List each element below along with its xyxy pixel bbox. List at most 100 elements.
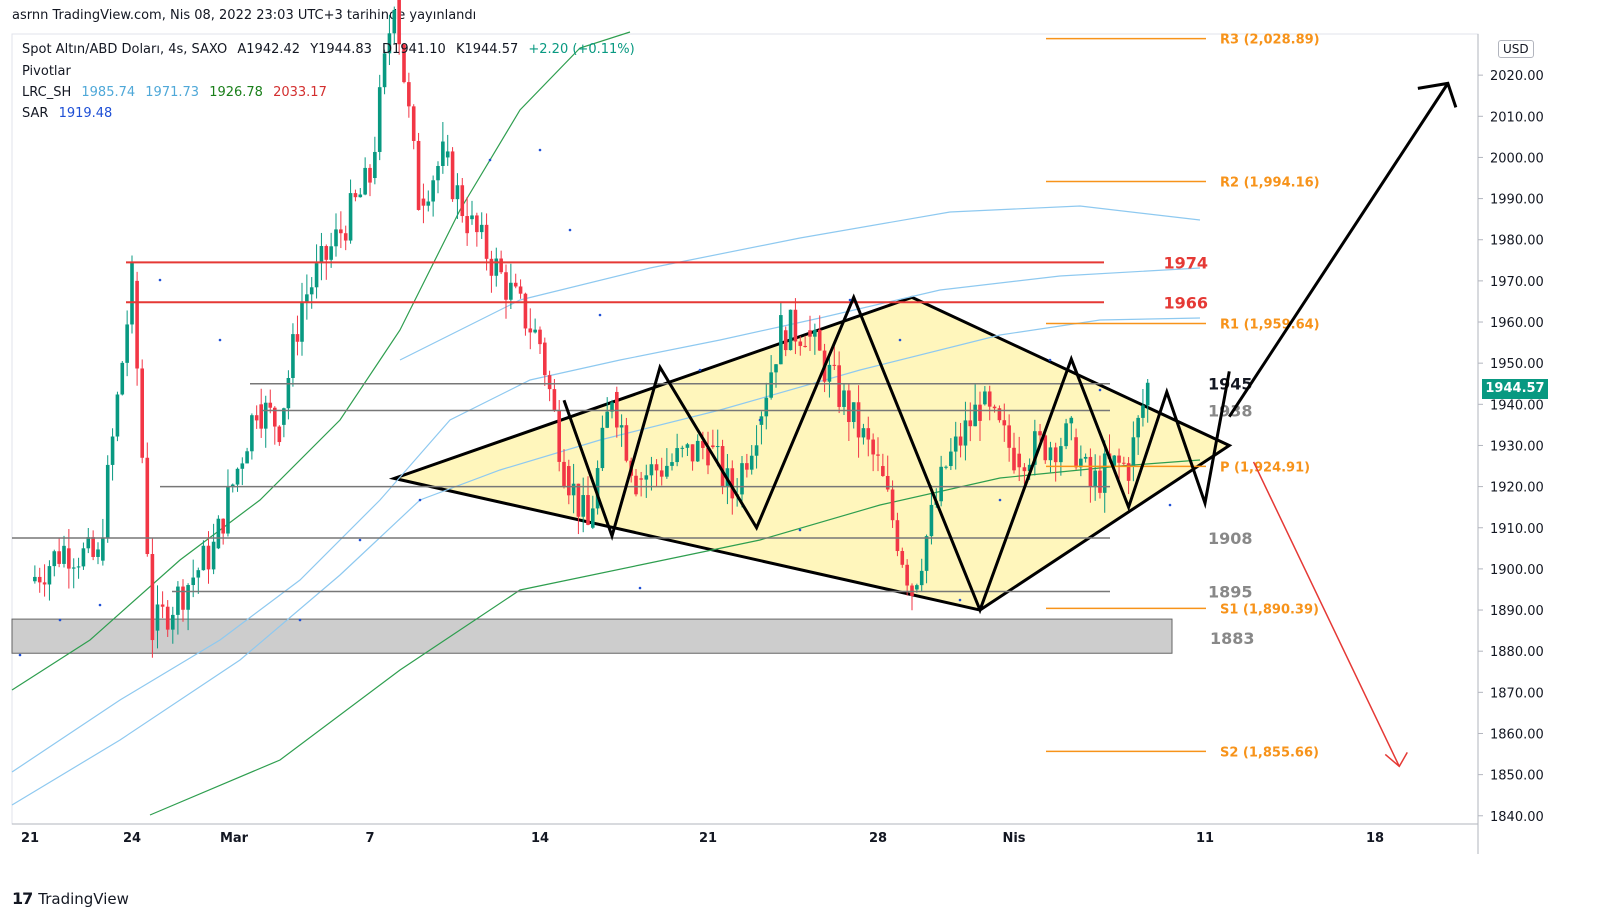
candle-body bbox=[659, 470, 664, 477]
projection-up-arrowhead bbox=[1417, 81, 1458, 108]
candle-body bbox=[62, 545, 66, 564]
candle-body bbox=[42, 582, 47, 585]
legend-symbol[interactable]: Spot Altın/ABD Doları, 4s, SAXO bbox=[22, 42, 228, 57]
y-tick-label: 2000.00 bbox=[1490, 151, 1544, 166]
candle-body bbox=[1136, 417, 1140, 438]
candle-body bbox=[509, 282, 513, 300]
candle-body bbox=[1145, 382, 1150, 406]
lrc-middle-line bbox=[11, 317, 1201, 806]
legend-sar[interactable]: SAR 1919.48 bbox=[22, 106, 118, 121]
sar-dot bbox=[98, 603, 102, 607]
x-tick-label: 28 bbox=[869, 831, 887, 846]
pivot-label: S1 (1,890.39) bbox=[1220, 602, 1319, 617]
candle-body bbox=[745, 463, 749, 470]
candle-body bbox=[373, 151, 377, 179]
y-tick-label: 1870.00 bbox=[1490, 686, 1544, 701]
candle-body bbox=[71, 567, 76, 569]
candle-body bbox=[715, 446, 720, 448]
candle-body bbox=[562, 461, 566, 487]
footer-brand[interactable]: 17 TradingView bbox=[12, 889, 129, 908]
candle-body bbox=[701, 440, 705, 448]
x-tick-label: 18 bbox=[1366, 831, 1384, 846]
candle-body bbox=[120, 362, 125, 395]
candle-body bbox=[730, 468, 735, 499]
candle-body bbox=[983, 391, 987, 405]
candle-body bbox=[798, 341, 803, 346]
candle-body bbox=[586, 495, 590, 525]
candle-body bbox=[273, 407, 277, 427]
candle-body bbox=[1117, 455, 1121, 463]
candle-body bbox=[754, 445, 759, 456]
sar-dot bbox=[1048, 358, 1052, 362]
sar-dot bbox=[538, 148, 542, 152]
candle-body bbox=[905, 564, 909, 586]
candle-body bbox=[944, 466, 948, 468]
candle-body bbox=[484, 224, 489, 259]
candle-body bbox=[685, 444, 690, 448]
zigzag-pattern bbox=[562, 293, 1231, 615]
candle-body bbox=[665, 465, 669, 477]
currency-button[interactable]: USD bbox=[1498, 40, 1534, 58]
x-tick-label: 11 bbox=[1196, 831, 1214, 846]
candle-body bbox=[254, 415, 259, 421]
x-tick-label: Mar bbox=[220, 831, 249, 846]
candle-body bbox=[489, 258, 494, 276]
candle-body bbox=[813, 329, 817, 337]
candle-body bbox=[924, 536, 929, 571]
lrc-upper-line bbox=[399, 205, 1201, 361]
candle-body bbox=[817, 329, 822, 351]
x-tick-label: 21 bbox=[21, 831, 39, 846]
candle-body bbox=[33, 576, 37, 582]
candle-body bbox=[670, 462, 674, 466]
candle-body bbox=[876, 454, 880, 456]
candle-body bbox=[377, 87, 382, 152]
candle-body bbox=[963, 420, 968, 446]
candle-body bbox=[479, 224, 484, 233]
legend-lrc[interactable]: LRC_SH 1985.74 1971.73 1926.78 2033.17 bbox=[22, 85, 333, 100]
sar-dot bbox=[18, 653, 22, 657]
sar-dot bbox=[638, 586, 642, 590]
candle-body bbox=[949, 451, 953, 467]
candle-body bbox=[978, 404, 982, 421]
candle-body bbox=[86, 537, 91, 549]
candle-body bbox=[581, 495, 585, 517]
candle-body bbox=[749, 455, 754, 470]
candle-body bbox=[411, 106, 416, 141]
candle-body bbox=[1069, 417, 1074, 424]
candle-body bbox=[445, 151, 450, 158]
candle-body bbox=[300, 301, 304, 342]
candle-body bbox=[832, 364, 837, 366]
candle-body bbox=[1102, 453, 1107, 493]
candle-body bbox=[895, 520, 900, 552]
candle-body bbox=[605, 411, 609, 428]
support-label: 1895 bbox=[1208, 583, 1253, 602]
y-tick-label: 1920.00 bbox=[1490, 481, 1544, 496]
y-tick-label: 1910.00 bbox=[1490, 522, 1544, 537]
candle-body bbox=[1033, 431, 1037, 465]
candle-body bbox=[518, 286, 523, 294]
footer-brand-label: TradingView bbox=[38, 889, 129, 908]
y-tick-label: 2020.00 bbox=[1490, 69, 1544, 84]
candle-body bbox=[861, 428, 866, 438]
candle-body bbox=[973, 404, 977, 427]
candle-body bbox=[881, 466, 885, 476]
projection-down-arrow bbox=[1252, 461, 1400, 767]
candle-body bbox=[387, 33, 392, 54]
candle-body bbox=[368, 167, 372, 183]
candle-body bbox=[1027, 464, 1032, 472]
legend-pivots[interactable]: Pivotlar bbox=[22, 64, 77, 79]
candle-body bbox=[543, 342, 547, 376]
sar-dot bbox=[568, 228, 572, 232]
candle-body bbox=[145, 457, 150, 555]
sar-dot bbox=[958, 598, 962, 602]
candle-body bbox=[47, 566, 52, 585]
candle-body bbox=[900, 551, 905, 565]
candle-body bbox=[827, 364, 832, 382]
candle-body bbox=[441, 141, 445, 166]
candle-body bbox=[1122, 462, 1126, 464]
candle-body bbox=[339, 229, 343, 234]
candle-body bbox=[856, 402, 861, 438]
candle-body bbox=[987, 391, 992, 407]
candle-body bbox=[416, 140, 421, 210]
